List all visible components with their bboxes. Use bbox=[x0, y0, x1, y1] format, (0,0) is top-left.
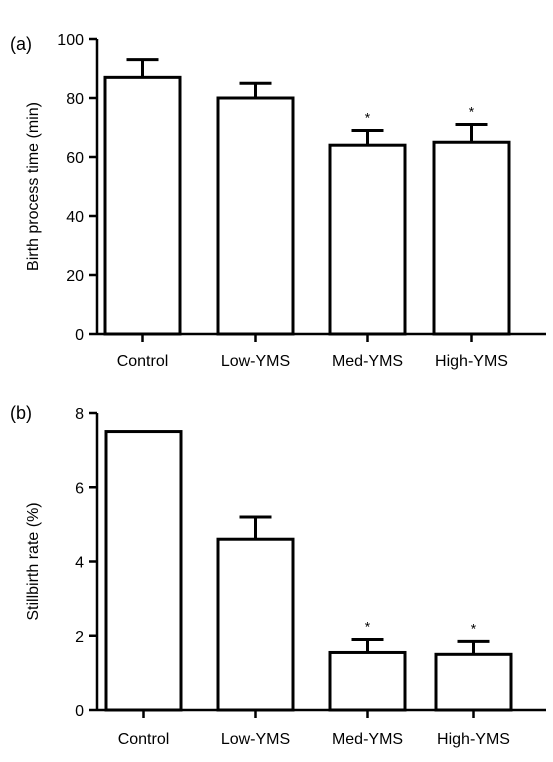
panel-a-bar-low-yms bbox=[216, 96, 295, 336]
panel-a-y-tick-label: 40 bbox=[66, 209, 84, 226]
panel-a-bar-high-yms bbox=[432, 140, 511, 336]
panel-b-bar-low-yms bbox=[216, 537, 295, 712]
panel-a-significance-marker: * bbox=[365, 109, 371, 125]
panel-b-category-label: High-YMS bbox=[437, 731, 510, 748]
panel-b-category-label: Med-YMS bbox=[332, 731, 403, 748]
panel-b-y-tick-label: 2 bbox=[75, 629, 84, 646]
panel-a-y-tick-label: 60 bbox=[66, 150, 84, 167]
panel-a-label: (a) bbox=[10, 34, 32, 54]
panel-b-y-tick-label: 0 bbox=[75, 703, 84, 720]
panel-a-bar-control bbox=[103, 75, 182, 336]
panel-b-label: (b) bbox=[10, 403, 32, 423]
panel-a-y-tick-label: 100 bbox=[57, 32, 84, 49]
panel-b-significance-marker: * bbox=[365, 618, 371, 634]
panel-b-significance-marker: * bbox=[471, 620, 477, 636]
panel-b-bar-high-yms bbox=[434, 652, 513, 712]
panel-a-y-axis-label: Birth process time (min) bbox=[25, 102, 42, 271]
panel-a-category-label: Control bbox=[117, 353, 169, 370]
panel-a-category-label: Med-YMS bbox=[332, 353, 403, 370]
panel-a-category-label: Low-YMS bbox=[221, 353, 290, 370]
panel-b-bar-control bbox=[104, 430, 183, 712]
panel-b-bar-med-yms bbox=[328, 650, 407, 712]
panel-a-bar-med-yms bbox=[328, 143, 407, 336]
panel-b-y-tick-label: 4 bbox=[75, 555, 84, 572]
panel-a-y-tick-label: 80 bbox=[66, 91, 84, 108]
panel-a-category-label: High-YMS bbox=[435, 353, 508, 370]
panel-b-y-axis-label: Stillbirth rate (%) bbox=[25, 502, 42, 620]
panel-a-y-tick-label: 20 bbox=[66, 268, 84, 285]
panel-a-significance-marker: * bbox=[469, 104, 475, 120]
panel-b-category-label: Low-YMS bbox=[221, 731, 290, 748]
panel-a-y-tick-label: 0 bbox=[75, 327, 84, 344]
panel-b-y-tick-label: 8 bbox=[75, 406, 84, 423]
panel-b-y-tick-label: 6 bbox=[75, 480, 84, 497]
panel-b-category-label: Control bbox=[118, 731, 170, 748]
